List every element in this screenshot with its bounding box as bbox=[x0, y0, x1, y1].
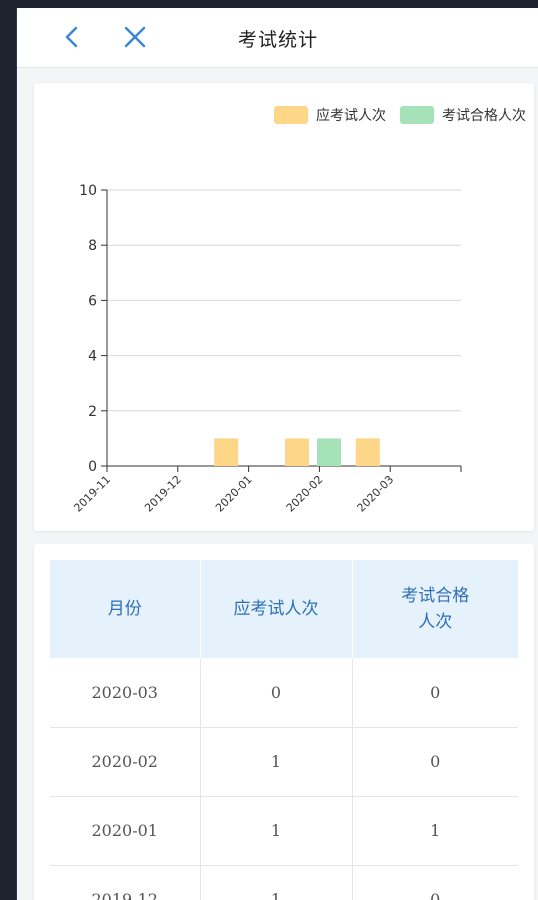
cell-pass: 0 bbox=[352, 865, 518, 900]
nav-bar: 考试统计 bbox=[17, 8, 538, 68]
cell-exam: 0 bbox=[200, 658, 353, 728]
bar bbox=[355, 438, 380, 466]
cell-exam: 1 bbox=[200, 865, 353, 900]
table-row: 2019-12 1 0 bbox=[50, 865, 518, 900]
table-row: 2020-02 1 0 bbox=[50, 727, 518, 797]
back-button[interactable] bbox=[57, 22, 87, 52]
y-tick-label: 10 bbox=[79, 183, 97, 199]
cell-month: 2020-03 bbox=[50, 658, 201, 728]
table-header-row: 月份 应考试人次 考试合格 人次 bbox=[50, 560, 518, 658]
cell-pass: 0 bbox=[352, 658, 518, 728]
page-title: 考试统计 bbox=[237, 29, 318, 51]
bar-chart: 0 2 4 6 8 10 2019-11 2019-12 2020-01 2020-02 2020-… bbox=[71, 183, 462, 515]
col-header-pass-line1: 考试合格 bbox=[401, 586, 470, 606]
chevron-left-icon bbox=[65, 26, 78, 48]
cell-pass: 1 bbox=[352, 796, 518, 866]
y-tick-label: 4 bbox=[88, 349, 97, 365]
y-tick-label: 0 bbox=[88, 459, 97, 475]
col-header-pass-line2: 人次 bbox=[418, 612, 453, 632]
bar bbox=[285, 438, 309, 466]
x-tick-label: 2020-02 bbox=[284, 473, 326, 515]
cell-month: 2020-01 bbox=[50, 796, 201, 866]
legend-swatch-exam bbox=[274, 106, 308, 124]
chart-card: 应考试人次 考试合格人次 0 2 4 6 8 10 2019-11 2019-12 2020-0… bbox=[34, 83, 534, 531]
legend-label-exam: 应考试人次 bbox=[316, 108, 386, 124]
bar bbox=[214, 438, 239, 466]
y-tick-label: 2 bbox=[88, 404, 97, 420]
chart-legend: 应考试人次 考试合格人次 bbox=[260, 105, 526, 125]
legend-item-pass[interactable]: 考试合格人次 bbox=[400, 105, 526, 125]
close-icon bbox=[124, 26, 146, 48]
col-header-exam: 应考试人次 bbox=[200, 560, 353, 658]
x-tick-label: 2020-03 bbox=[355, 473, 397, 515]
x-tick-label: 2020-01 bbox=[213, 473, 255, 515]
cell-pass: 0 bbox=[352, 727, 518, 797]
legend-item-exam[interactable]: 应考试人次 bbox=[274, 105, 386, 125]
col-header-pass: 考试合格 人次 bbox=[352, 560, 518, 658]
stats-table-card: 月份 应考试人次 考试合格 人次 2020-03 0 0 bbox=[34, 544, 534, 900]
cell-month: 2020-02 bbox=[50, 727, 201, 797]
table-row: 2020-01 1 1 bbox=[50, 796, 518, 866]
bar bbox=[317, 438, 341, 466]
legend-swatch-pass bbox=[400, 106, 434, 124]
table-row: 2020-03 0 0 bbox=[50, 658, 518, 728]
close-button[interactable] bbox=[120, 22, 150, 52]
phone-screen: 考试统计 应考试人次 考试合格人次 0 2 4 6 8 10 2019-11 2019-12 2… bbox=[16, 8, 538, 900]
legend-label-pass: 考试合格人次 bbox=[442, 108, 526, 124]
cell-exam: 1 bbox=[200, 727, 353, 797]
y-tick-label: 8 bbox=[88, 238, 97, 254]
stats-table: 月份 应考试人次 考试合格 人次 2020-03 0 0 bbox=[50, 560, 518, 900]
x-tick-label: 2019-12 bbox=[142, 473, 184, 515]
x-tick-label: 2019-11 bbox=[71, 473, 113, 515]
cell-month: 2019-12 bbox=[50, 865, 201, 900]
col-header-month: 月份 bbox=[50, 560, 201, 658]
cell-exam: 1 bbox=[200, 796, 353, 866]
y-tick-label: 6 bbox=[88, 293, 97, 309]
